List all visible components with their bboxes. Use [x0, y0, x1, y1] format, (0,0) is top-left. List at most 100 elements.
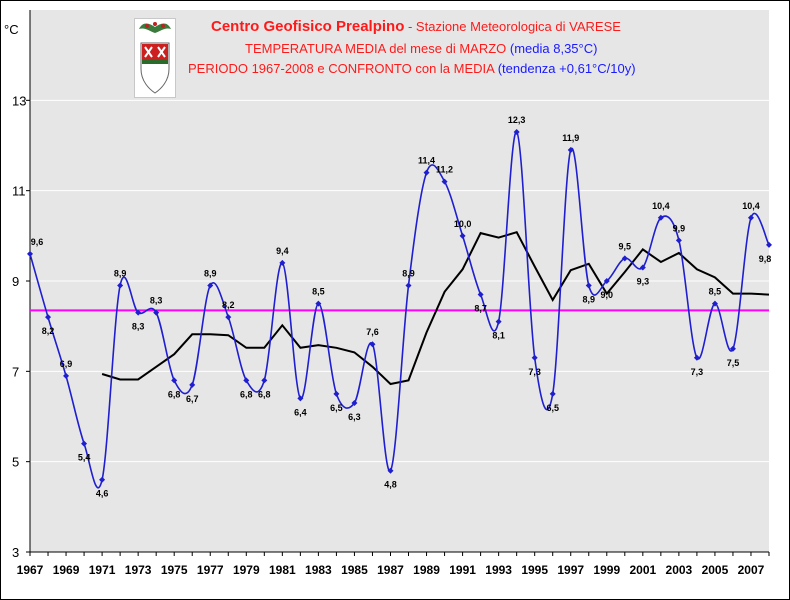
data-label: 7,5: [727, 358, 740, 368]
data-label: 9,6: [31, 237, 44, 247]
data-label: 6,8: [240, 389, 253, 399]
y-tick-label: 7: [12, 364, 19, 379]
data-label: 8,3: [132, 322, 145, 332]
data-label: 8,5: [709, 287, 722, 297]
title-line-3: PERIODO 1967-2008 e CONFRONTO con la MED…: [188, 61, 636, 76]
data-point: [63, 372, 70, 379]
title-station-subtitle: - Stazione Meteorologica di VARESE: [404, 19, 621, 34]
data-label: 7,3: [691, 367, 704, 377]
data-point: [405, 282, 412, 289]
data-label: 10,4: [652, 201, 670, 211]
data-label: 8,5: [312, 287, 325, 297]
data-point: [27, 250, 33, 257]
data-point: [729, 345, 736, 352]
data-point: [531, 354, 538, 361]
data-point: [693, 354, 700, 361]
x-tick-label: 1995: [521, 563, 548, 577]
x-tick-label: 2005: [702, 563, 729, 577]
data-label: 6,5: [330, 403, 343, 413]
title-month-label: TEMPERATURA MEDIA del mese di MARZO: [245, 41, 507, 56]
x-tick-label: 1987: [377, 563, 404, 577]
data-label: 7,3: [528, 367, 541, 377]
data-point: [423, 169, 430, 176]
data-point: [639, 264, 646, 271]
title-trend-value: (tendenza +0,61°C/10y): [497, 61, 636, 76]
x-tick-label: 1969: [53, 563, 80, 577]
x-tick-label: 2003: [666, 563, 693, 577]
data-point: [675, 237, 682, 244]
data-point: [567, 147, 574, 154]
data-point: [459, 232, 466, 239]
x-tick-label: 1993: [485, 563, 512, 577]
data-point: [171, 377, 178, 384]
data-point: [657, 214, 664, 221]
data-label: 6,5: [546, 403, 559, 413]
data-label: 10,0: [454, 219, 472, 229]
data-label: 10,4: [742, 201, 760, 211]
data-label: 8,9: [582, 295, 595, 305]
data-label: 11,4: [418, 156, 435, 166]
data-point: [387, 467, 394, 474]
data-label: 6,9: [60, 359, 73, 369]
data-label: 8,9: [114, 269, 127, 279]
y-axis-ticks: 3 5 7 9 11 13: [12, 93, 30, 560]
data-point: [99, 476, 106, 483]
data-label: 8,7: [474, 304, 487, 314]
data-label: 11,2: [436, 165, 453, 175]
data-point: [441, 178, 448, 185]
data-label: 9,8: [759, 254, 772, 264]
data-point: [81, 440, 88, 447]
data-label: 8,3: [150, 296, 163, 306]
data-label: 8,2: [222, 300, 235, 310]
data-point: [747, 214, 754, 221]
data-point: [585, 282, 592, 289]
data-label: 6,3: [348, 412, 361, 422]
x-tick-label: 2007: [738, 563, 765, 577]
data-point: [495, 318, 502, 325]
x-tick-label: 1999: [593, 563, 620, 577]
x-tick-label: 1973: [125, 563, 152, 577]
data-point: [766, 241, 772, 248]
data-point: [333, 390, 340, 397]
data-point: [351, 399, 358, 406]
y-tick-label: 9: [12, 274, 19, 289]
data-point: [189, 381, 196, 388]
data-point: [261, 377, 268, 384]
y-tick-label: 3: [12, 545, 19, 560]
x-tick-label: 1967: [17, 563, 44, 577]
x-tick-label: 1979: [233, 563, 260, 577]
data-label: 7,6: [366, 327, 379, 337]
data-point: [135, 309, 142, 316]
data-label: 8,1: [492, 331, 505, 341]
data-label: 6,8: [258, 389, 271, 399]
data-label: 12,3: [508, 115, 526, 125]
data-label: 11,9: [562, 133, 579, 143]
data-point: [711, 300, 718, 307]
title-line-2: TEMPERATURA MEDIA del mese di MARZO (med…: [245, 41, 597, 56]
x-axis-ticks: 1967 1969 1971 1973 1975 1977 1979 1981 1983 1985…: [17, 552, 770, 577]
data-label: 9,0: [601, 290, 614, 300]
data-point: [225, 314, 232, 321]
title-period-label: PERIODO 1967-2008 e CONFRONTO con la MED…: [188, 61, 495, 76]
data-point: [153, 309, 160, 316]
data-point: [315, 300, 322, 307]
title-line-1: Centro Geofisico Prealpino - Stazione Me…: [211, 18, 621, 35]
data-point: [369, 341, 376, 348]
data-point: [117, 282, 124, 289]
data-label: 9,5: [619, 241, 632, 251]
x-tick-label: 1977: [197, 563, 224, 577]
data-point: [297, 395, 304, 402]
data-label: 8,9: [204, 269, 217, 279]
data-point: [207, 282, 214, 289]
data-point: [513, 128, 520, 135]
data-point: [603, 278, 610, 284]
data-point: [621, 255, 628, 262]
data-label: 8,9: [402, 269, 415, 279]
data-point: [549, 390, 556, 397]
x-tick-label: 1975: [161, 563, 188, 577]
title-mean-value: (media 8,35°C): [509, 41, 598, 56]
y-tick-label: 13: [12, 93, 26, 108]
moving-average-line: [101, 231, 770, 386]
data-label: 6,4: [294, 407, 307, 417]
